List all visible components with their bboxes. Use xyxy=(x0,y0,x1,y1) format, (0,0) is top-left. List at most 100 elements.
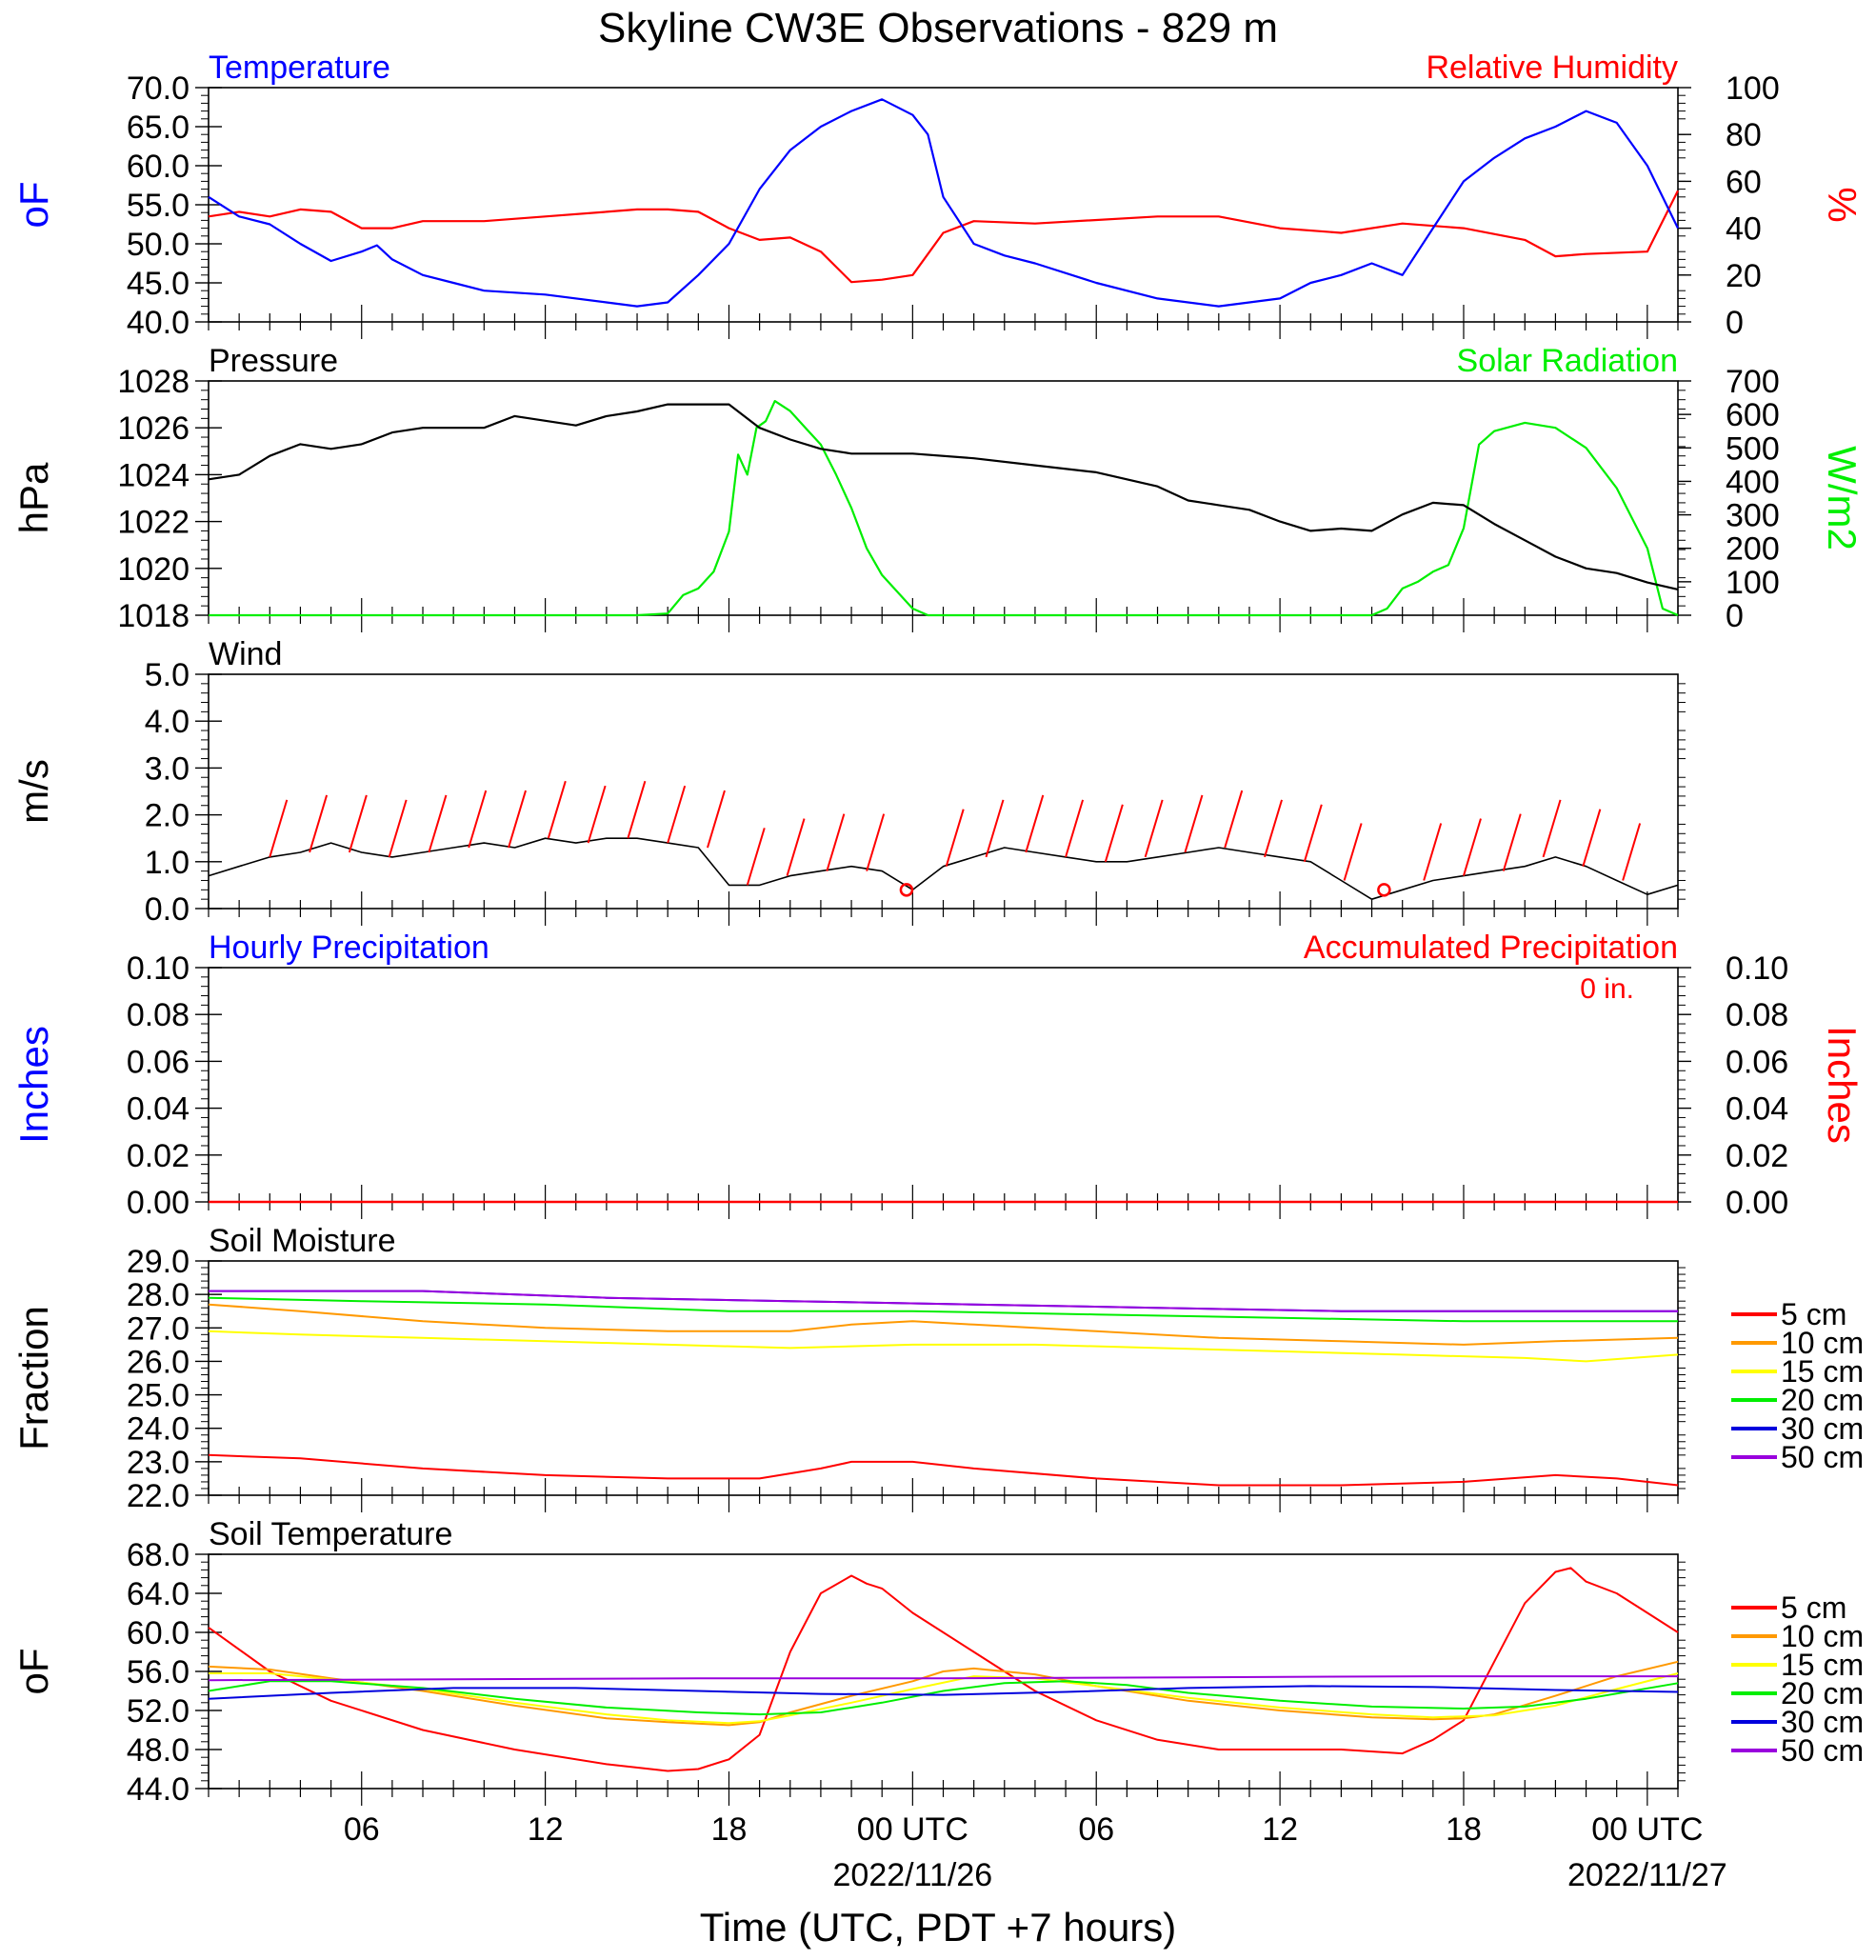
y-tick-label-left: 65.0 xyxy=(127,110,190,146)
temperature-line xyxy=(208,98,1679,308)
y-tick-label-left: 26.0 xyxy=(127,1344,190,1380)
wind-barb xyxy=(547,780,567,839)
precip-ylabel-left: Inches xyxy=(11,1026,56,1144)
y-tick-label-left: 0.08 xyxy=(127,997,190,1033)
y-tick-label-left: 0.0 xyxy=(145,891,190,928)
y-tick-label-left: 28.0 xyxy=(127,1277,190,1313)
y-tick-label-left: 25.0 xyxy=(127,1378,190,1414)
wind-title-left: Wind xyxy=(209,636,282,672)
y-tick-label-left: 2.0 xyxy=(145,798,190,834)
soil_moisture-legend-label: 5 cm xyxy=(1781,1297,1846,1331)
y-tick-label-left: 29.0 xyxy=(127,1244,190,1280)
temp_rh-ylabel-right: % xyxy=(1820,187,1865,222)
soil_temp-legend-label: 30 cm xyxy=(1781,1705,1864,1739)
soil_moisture-line-50cm xyxy=(209,1290,1678,1312)
pressure_solar-title-left: Pressure xyxy=(209,343,338,379)
soil_temp-line-20cm xyxy=(208,1680,1679,1716)
precip-title-right: Accumulated Precipitation xyxy=(1304,930,1678,966)
y-tick-label-left: 1018 xyxy=(117,598,190,634)
rh-line xyxy=(208,190,1679,284)
temp_rh-title-right: Relative Humidity xyxy=(1426,50,1678,86)
soil_temp-line-50cm xyxy=(208,1675,1678,1682)
wind-barb xyxy=(1542,799,1562,858)
y-tick-label-left: 1020 xyxy=(117,551,190,588)
wind-barb xyxy=(627,780,647,839)
x-tick-label: 06 xyxy=(1078,1811,1114,1848)
precip-total-label: 0 in. xyxy=(1580,973,1634,1005)
y-tick-label-left: 0.10 xyxy=(127,950,190,987)
wind-barb xyxy=(269,799,289,858)
pressure_solar-ylabel-right: W/m2 xyxy=(1820,446,1865,550)
y-tick-label-left: 50.0 xyxy=(127,227,190,263)
soil_temp-panel: 68.064.060.056.052.048.044.0 Soil Tempera… xyxy=(11,1516,1686,1808)
soil_moisture-line-30cm xyxy=(209,1290,1678,1312)
soil_moisture-legend-label: 30 cm xyxy=(1781,1411,1864,1446)
temp_rh-frame xyxy=(208,87,1679,323)
soil_moisture-legend-label: 50 cm xyxy=(1781,1440,1864,1474)
precip-title-left: Hourly Precipitation xyxy=(209,930,489,966)
y-tick-label-left: 68.0 xyxy=(127,1537,190,1573)
y-tick-label-left: 70.0 xyxy=(127,70,190,107)
precip-ylabel-right: Inches xyxy=(1820,1026,1865,1144)
y-tick-label-left: 60.0 xyxy=(127,1615,190,1651)
wind-barb xyxy=(1502,813,1522,871)
y-tick-label-left: 56.0 xyxy=(127,1654,190,1690)
wind-speed-line xyxy=(208,837,1679,901)
y-tick-label-right: 0 xyxy=(1726,598,1744,634)
soil_temp-legend-label: 10 cm xyxy=(1781,1619,1864,1653)
soil_temp-line-30cm xyxy=(208,1685,1679,1700)
y-tick-label-left: 27.0 xyxy=(127,1310,190,1347)
wind-barb xyxy=(1582,809,1602,868)
solar-line xyxy=(209,400,1679,617)
wind-barb xyxy=(1065,799,1085,858)
y-tick-label-left: 0.00 xyxy=(127,1185,190,1221)
soil_moisture-line-15cm xyxy=(208,1330,1679,1363)
panels-group: 70.065.060.055.050.045.040.0100806040200… xyxy=(11,50,1865,1893)
y-tick-label-left: 48.0 xyxy=(127,1732,190,1769)
calm-marker xyxy=(899,883,914,897)
y-tick-label-left: 1026 xyxy=(117,410,190,447)
wind-ylabel-left: m/s xyxy=(11,759,56,824)
y-tick-label-right: 600 xyxy=(1726,397,1780,433)
y-tick-label-right: 20 xyxy=(1726,258,1762,294)
wind-barb xyxy=(985,799,1005,858)
y-tick-label-right: 0 xyxy=(1726,305,1744,341)
soil_temp-ylabel-left: oF xyxy=(11,1648,56,1694)
y-tick-label-left: 1024 xyxy=(117,457,190,493)
wind-barb xyxy=(1264,799,1283,858)
soil_temp-legend-label: 20 cm xyxy=(1781,1676,1864,1710)
soil_moisture-ylabel-left: Fraction xyxy=(11,1306,56,1450)
y-tick-label-right: 300 xyxy=(1726,498,1780,534)
y-tick-label-right: 500 xyxy=(1726,430,1780,467)
y-tick-label-left: 1.0 xyxy=(145,845,190,881)
soil_moisture-legend-label: 10 cm xyxy=(1781,1326,1864,1360)
wind-barb xyxy=(309,794,329,853)
x-tick-label: 06 xyxy=(344,1811,380,1848)
soil_moisture-frame xyxy=(208,1260,1679,1496)
y-tick-label-right: 700 xyxy=(1726,364,1780,400)
wind-barb xyxy=(388,799,408,858)
x-tick-label: 12 xyxy=(528,1811,564,1848)
y-tick-label-right: 200 xyxy=(1726,531,1780,568)
wind-barb xyxy=(707,790,726,849)
soil_temp-title-left: Soil Temperature xyxy=(209,1516,452,1552)
wind-panel: 5.0 4.0 3.0 2.0 1.0 0.0 Wind m/s xyxy=(11,636,1686,928)
wind-barb xyxy=(508,790,527,849)
y-tick-label-left: 64.0 xyxy=(127,1576,190,1612)
wind-barb xyxy=(826,813,846,871)
soil_moisture-legend-label: 20 cm xyxy=(1781,1383,1864,1417)
pressure_solar-frame xyxy=(208,380,1679,616)
x-tick-label: 18 xyxy=(1446,1811,1482,1848)
wind-barb xyxy=(1104,804,1124,863)
y-tick-label-left: 45.0 xyxy=(127,266,190,302)
y-tick-label-right: 0.06 xyxy=(1726,1044,1788,1080)
soil_temp-line-5cm xyxy=(208,1567,1679,1772)
pressure_solar-ylabel-left: hPa xyxy=(11,462,56,533)
wind-barb xyxy=(667,785,687,844)
wind-barb xyxy=(866,813,886,871)
soil_moisture-line-10cm xyxy=(208,1303,1679,1346)
y-tick-label-right: 0.04 xyxy=(1726,1091,1788,1128)
soil_temp-legend-label: 5 cm xyxy=(1781,1590,1846,1625)
calm-marker xyxy=(1377,883,1391,897)
